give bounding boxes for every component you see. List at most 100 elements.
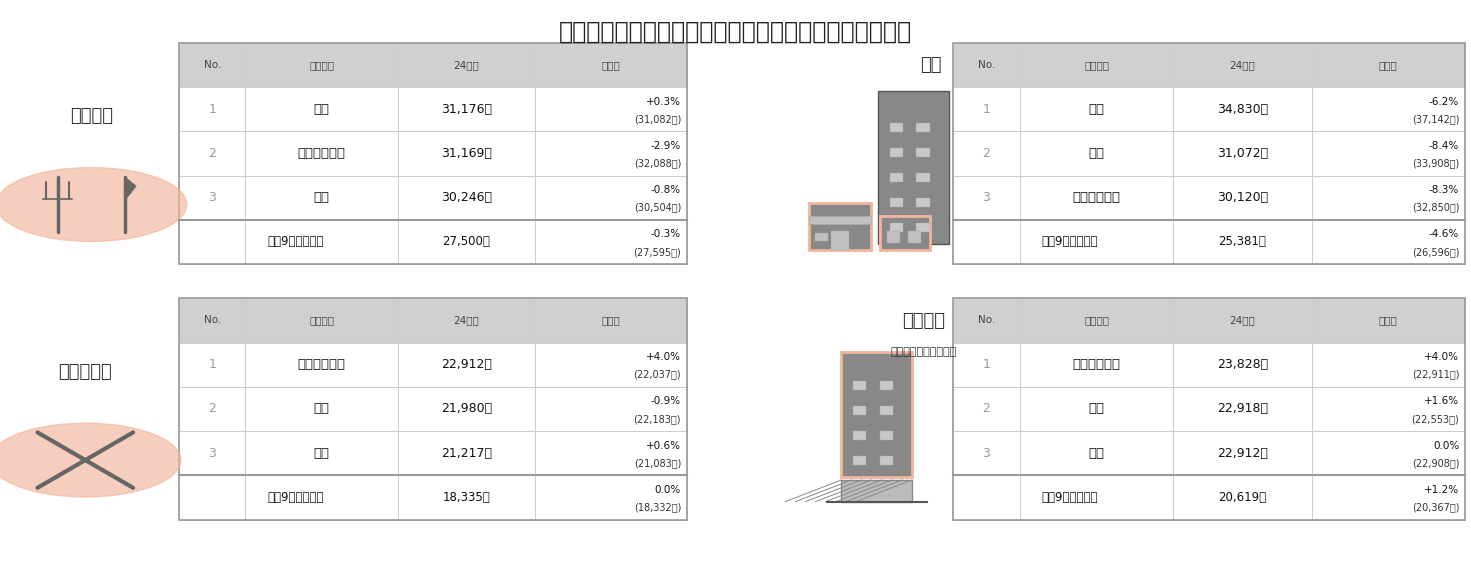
Bar	[1174, 220, 1312, 264]
Text: (31,082円): (31,082円)	[634, 114, 681, 124]
Bar	[246, 343, 397, 387]
Text: 31,072円: 31,072円	[1217, 147, 1268, 160]
Bar	[853, 431, 866, 440]
Bar	[534, 387, 687, 431]
Text: 22,912円: 22,912円	[1217, 447, 1268, 460]
Bar	[880, 381, 893, 390]
Text: 0.0%: 0.0%	[655, 485, 681, 495]
Text: 30,120円: 30,120円	[1217, 191, 1268, 204]
Text: 27,500円: 27,500円	[443, 236, 490, 248]
Text: +0.6%: +0.6%	[646, 441, 681, 451]
Text: 銀座: 銀座	[313, 403, 330, 415]
Bar	[953, 43, 1465, 264]
Text: 銀座: 銀座	[313, 191, 330, 204]
Bar	[246, 220, 397, 264]
Bar	[397, 43, 534, 87]
Bar	[1312, 475, 1465, 520]
Bar	[953, 298, 1465, 520]
Bar	[1019, 431, 1174, 475]
Text: 2: 2	[983, 403, 990, 415]
Bar	[1174, 176, 1312, 220]
Text: 飲食店不可: 飲食店不可	[59, 363, 112, 381]
Bar	[1019, 176, 1174, 220]
Text: (37,142円): (37,142円)	[1412, 114, 1459, 124]
Bar	[1312, 343, 1465, 387]
Text: 渋谷: 渋谷	[313, 103, 330, 115]
Text: 1: 1	[983, 358, 990, 371]
Text: -8.3%: -8.3%	[1428, 185, 1459, 195]
Text: 25,381円: 25,381円	[1218, 236, 1267, 248]
Text: (30,504円): (30,504円)	[634, 202, 681, 212]
Bar	[397, 298, 534, 343]
Bar	[1019, 387, 1174, 431]
Bar	[534, 298, 687, 343]
Text: エリア名: エリア名	[309, 60, 334, 70]
Bar	[246, 176, 397, 220]
Text: 24上期: 24上期	[453, 315, 480, 325]
Bar	[1019, 475, 1174, 520]
Bar	[1312, 387, 1465, 431]
Text: １階以外: １階以外	[902, 312, 946, 330]
Bar	[853, 406, 866, 415]
Text: 原宿・表参道: 原宿・表参道	[297, 358, 346, 371]
Text: (20,367円): (20,367円)	[1412, 502, 1459, 512]
Text: -2.9%: -2.9%	[650, 141, 681, 151]
Text: +0.3%: +0.3%	[646, 97, 681, 107]
Text: -0.9%: -0.9%	[652, 396, 681, 407]
Bar	[890, 148, 903, 157]
Bar	[809, 203, 871, 250]
Bar	[534, 220, 687, 264]
Bar	[1019, 298, 1174, 343]
Text: -8.4%: -8.4%	[1428, 141, 1459, 151]
Bar	[179, 131, 246, 176]
Text: -0.8%: -0.8%	[652, 185, 681, 195]
Bar	[953, 298, 1019, 343]
Bar	[815, 233, 828, 241]
Bar	[1312, 298, 1465, 343]
Bar	[880, 456, 893, 465]
Bar	[179, 43, 687, 264]
Text: (22,037円): (22,037円)	[634, 369, 681, 379]
Text: (22,183円): (22,183円)	[634, 414, 681, 424]
Text: 東京9エリア全体: 東京9エリア全体	[1041, 236, 1099, 248]
Text: 23,828円: 23,828円	[1217, 358, 1268, 371]
Bar	[179, 431, 246, 475]
Text: (32,850円): (32,850円)	[1412, 202, 1459, 212]
Text: 21,217円: 21,217円	[441, 447, 491, 460]
Polygon shape	[125, 177, 137, 201]
Bar	[246, 131, 397, 176]
Text: 21,980円: 21,980円	[441, 403, 491, 415]
Bar	[179, 475, 246, 520]
Bar	[953, 87, 1019, 131]
Text: 31,176円: 31,176円	[441, 103, 491, 115]
Bar	[246, 87, 397, 131]
Text: 24上期: 24上期	[1230, 315, 1255, 325]
Bar	[953, 220, 1019, 264]
Bar	[890, 198, 903, 207]
Bar	[890, 223, 903, 232]
Bar	[916, 173, 930, 182]
Text: -6.2%: -6.2%	[1428, 97, 1459, 107]
Bar	[908, 231, 921, 243]
Bar	[246, 298, 397, 343]
Bar	[1312, 220, 1465, 264]
Bar	[1174, 298, 1312, 343]
Circle shape	[0, 423, 181, 497]
Text: 東京9エリア全体: 東京9エリア全体	[1041, 491, 1099, 504]
Bar	[916, 148, 930, 157]
Bar	[1312, 176, 1465, 220]
Bar	[880, 406, 893, 415]
Text: エリア名: エリア名	[1084, 315, 1109, 325]
Text: 飲食店可: 飲食店可	[69, 107, 113, 126]
Text: 20,619円: 20,619円	[1218, 491, 1267, 504]
Bar	[1312, 43, 1465, 87]
Text: 前期比: 前期比	[1378, 315, 1397, 325]
Bar	[1174, 87, 1312, 131]
Text: 銀座: 銀座	[1089, 447, 1105, 460]
Bar	[853, 456, 866, 465]
Bar	[1019, 131, 1174, 176]
Bar	[397, 87, 534, 131]
Text: No.: No.	[978, 315, 996, 325]
Bar	[397, 131, 534, 176]
Bar	[890, 173, 903, 182]
